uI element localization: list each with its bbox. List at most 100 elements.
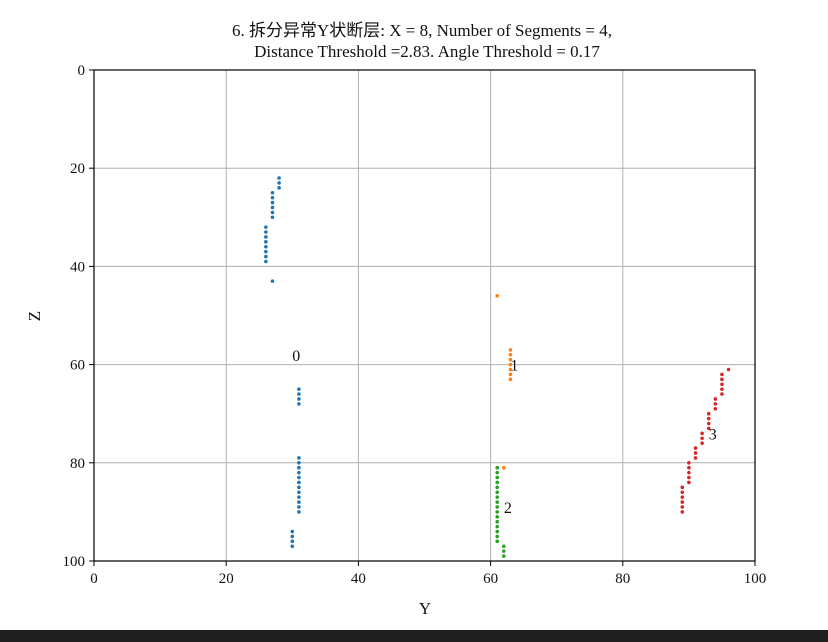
data-point-series-3	[726, 367, 731, 372]
data-point-series-3	[720, 372, 724, 377]
data-point-series-3	[720, 382, 724, 387]
data-point-series-2	[495, 515, 500, 519]
data-point-series-0	[297, 461, 301, 465]
data-point-series-0	[297, 392, 301, 396]
data-point-series-0	[270, 279, 275, 283]
chart-title-line2: Distance Threshold =2.83. Angle Threshol…	[254, 42, 600, 61]
data-point-series-3	[693, 446, 698, 450]
x-tick-label: 100	[744, 571, 767, 587]
data-point-series-3	[687, 470, 691, 475]
data-point-series-3	[720, 377, 724, 382]
data-point-series-0	[290, 534, 295, 539]
data-points	[264, 176, 731, 558]
data-point-series-3	[713, 397, 718, 401]
data-point-series-3	[720, 387, 724, 391]
data-point-series-1	[508, 352, 513, 357]
data-point-series-0	[270, 215, 275, 220]
x-tick-label: 40	[351, 571, 366, 587]
data-point-series-1	[508, 362, 513, 367]
data-point-series-0	[297, 495, 301, 499]
data-point-series-3	[680, 495, 685, 499]
data-point-series-2	[502, 554, 506, 558]
data-point-series-2	[495, 510, 500, 514]
data-point-series-3	[706, 411, 711, 416]
data-point-series-0	[264, 244, 268, 249]
y-axis-label: Z	[25, 311, 44, 321]
data-point-series-3	[700, 436, 704, 441]
data-point-series-2	[495, 505, 500, 509]
data-point-series-0	[264, 259, 268, 264]
data-point-series-2	[495, 534, 500, 539]
data-point-series-3	[687, 475, 691, 480]
data-point-series-0	[297, 510, 301, 514]
plot-frame	[93, 69, 756, 562]
data-point-series-0	[290, 539, 295, 544]
segment-label-2: 2	[504, 500, 512, 517]
data-point-series-3	[693, 451, 698, 455]
data-point-series-0	[270, 210, 275, 215]
data-point-series-3	[687, 480, 691, 485]
data-point-series-1	[502, 465, 506, 470]
data-point-series-1	[508, 357, 513, 362]
x-tick-label: 80	[615, 571, 630, 587]
data-point-series-3	[706, 416, 711, 421]
y-tick-label: 0	[78, 63, 86, 79]
data-point-series-0	[264, 230, 268, 234]
data-point-series-0	[297, 470, 301, 475]
x-tick-label: 20	[219, 571, 234, 587]
segment-label-1: 1	[510, 358, 518, 375]
data-point-series-2	[502, 549, 506, 553]
data-point-series-2	[495, 500, 500, 504]
data-point-series-0	[270, 190, 275, 195]
y-tick-label: 80	[70, 456, 85, 472]
data-point-series-1	[508, 372, 513, 377]
data-point-series-3	[700, 431, 704, 436]
data-point-series-3	[706, 421, 711, 426]
data-point-series-0	[290, 529, 295, 534]
data-point-series-0	[297, 387, 301, 391]
data-point-series-3	[713, 402, 718, 406]
data-point-series-0	[297, 465, 301, 470]
data-point-series-0	[264, 254, 268, 259]
data-point-series-2	[495, 529, 500, 534]
data-point-series-2	[495, 524, 500, 529]
segment-labels: 0 1 2 3	[292, 348, 716, 517]
data-point-series-3	[680, 510, 685, 514]
data-point-series-3	[687, 461, 691, 465]
data-point-series-0	[297, 500, 301, 504]
segment-label-0: 0	[292, 348, 300, 365]
data-point-series-3	[700, 441, 704, 445]
data-point-series-3	[706, 426, 711, 431]
data-point-series-0	[270, 205, 275, 210]
y-tick-label: 60	[70, 358, 85, 374]
data-point-series-0	[297, 475, 301, 480]
data-point-series-3	[720, 392, 724, 396]
data-point-series-3	[680, 505, 685, 509]
data-point-series-3	[713, 406, 718, 411]
grid	[93, 69, 756, 562]
segment-label-3: 3	[709, 426, 717, 443]
data-point-series-1	[495, 294, 500, 298]
y-tick-label: 40	[70, 259, 85, 275]
data-point-series-0	[277, 181, 281, 185]
data-point-series-3	[693, 456, 698, 460]
data-point-series-1	[508, 348, 513, 352]
data-point-series-0	[297, 490, 301, 495]
x-tick-label: 60	[483, 571, 498, 587]
data-point-series-1	[508, 367, 513, 372]
data-point-series-3	[680, 490, 685, 495]
data-point-series-0	[297, 485, 301, 490]
data-point-series-2	[495, 539, 500, 544]
data-point-series-2	[495, 519, 500, 524]
data-point-series-2	[502, 544, 506, 549]
data-point-series-2	[495, 465, 500, 470]
x-axis-label: Y	[419, 599, 431, 618]
data-point-series-0	[297, 505, 301, 509]
data-point-series-0	[277, 176, 281, 180]
data-point-series-1	[508, 377, 513, 382]
bottom-taskbar	[0, 630, 828, 642]
data-point-series-0	[297, 480, 301, 485]
data-point-series-0	[264, 249, 268, 254]
